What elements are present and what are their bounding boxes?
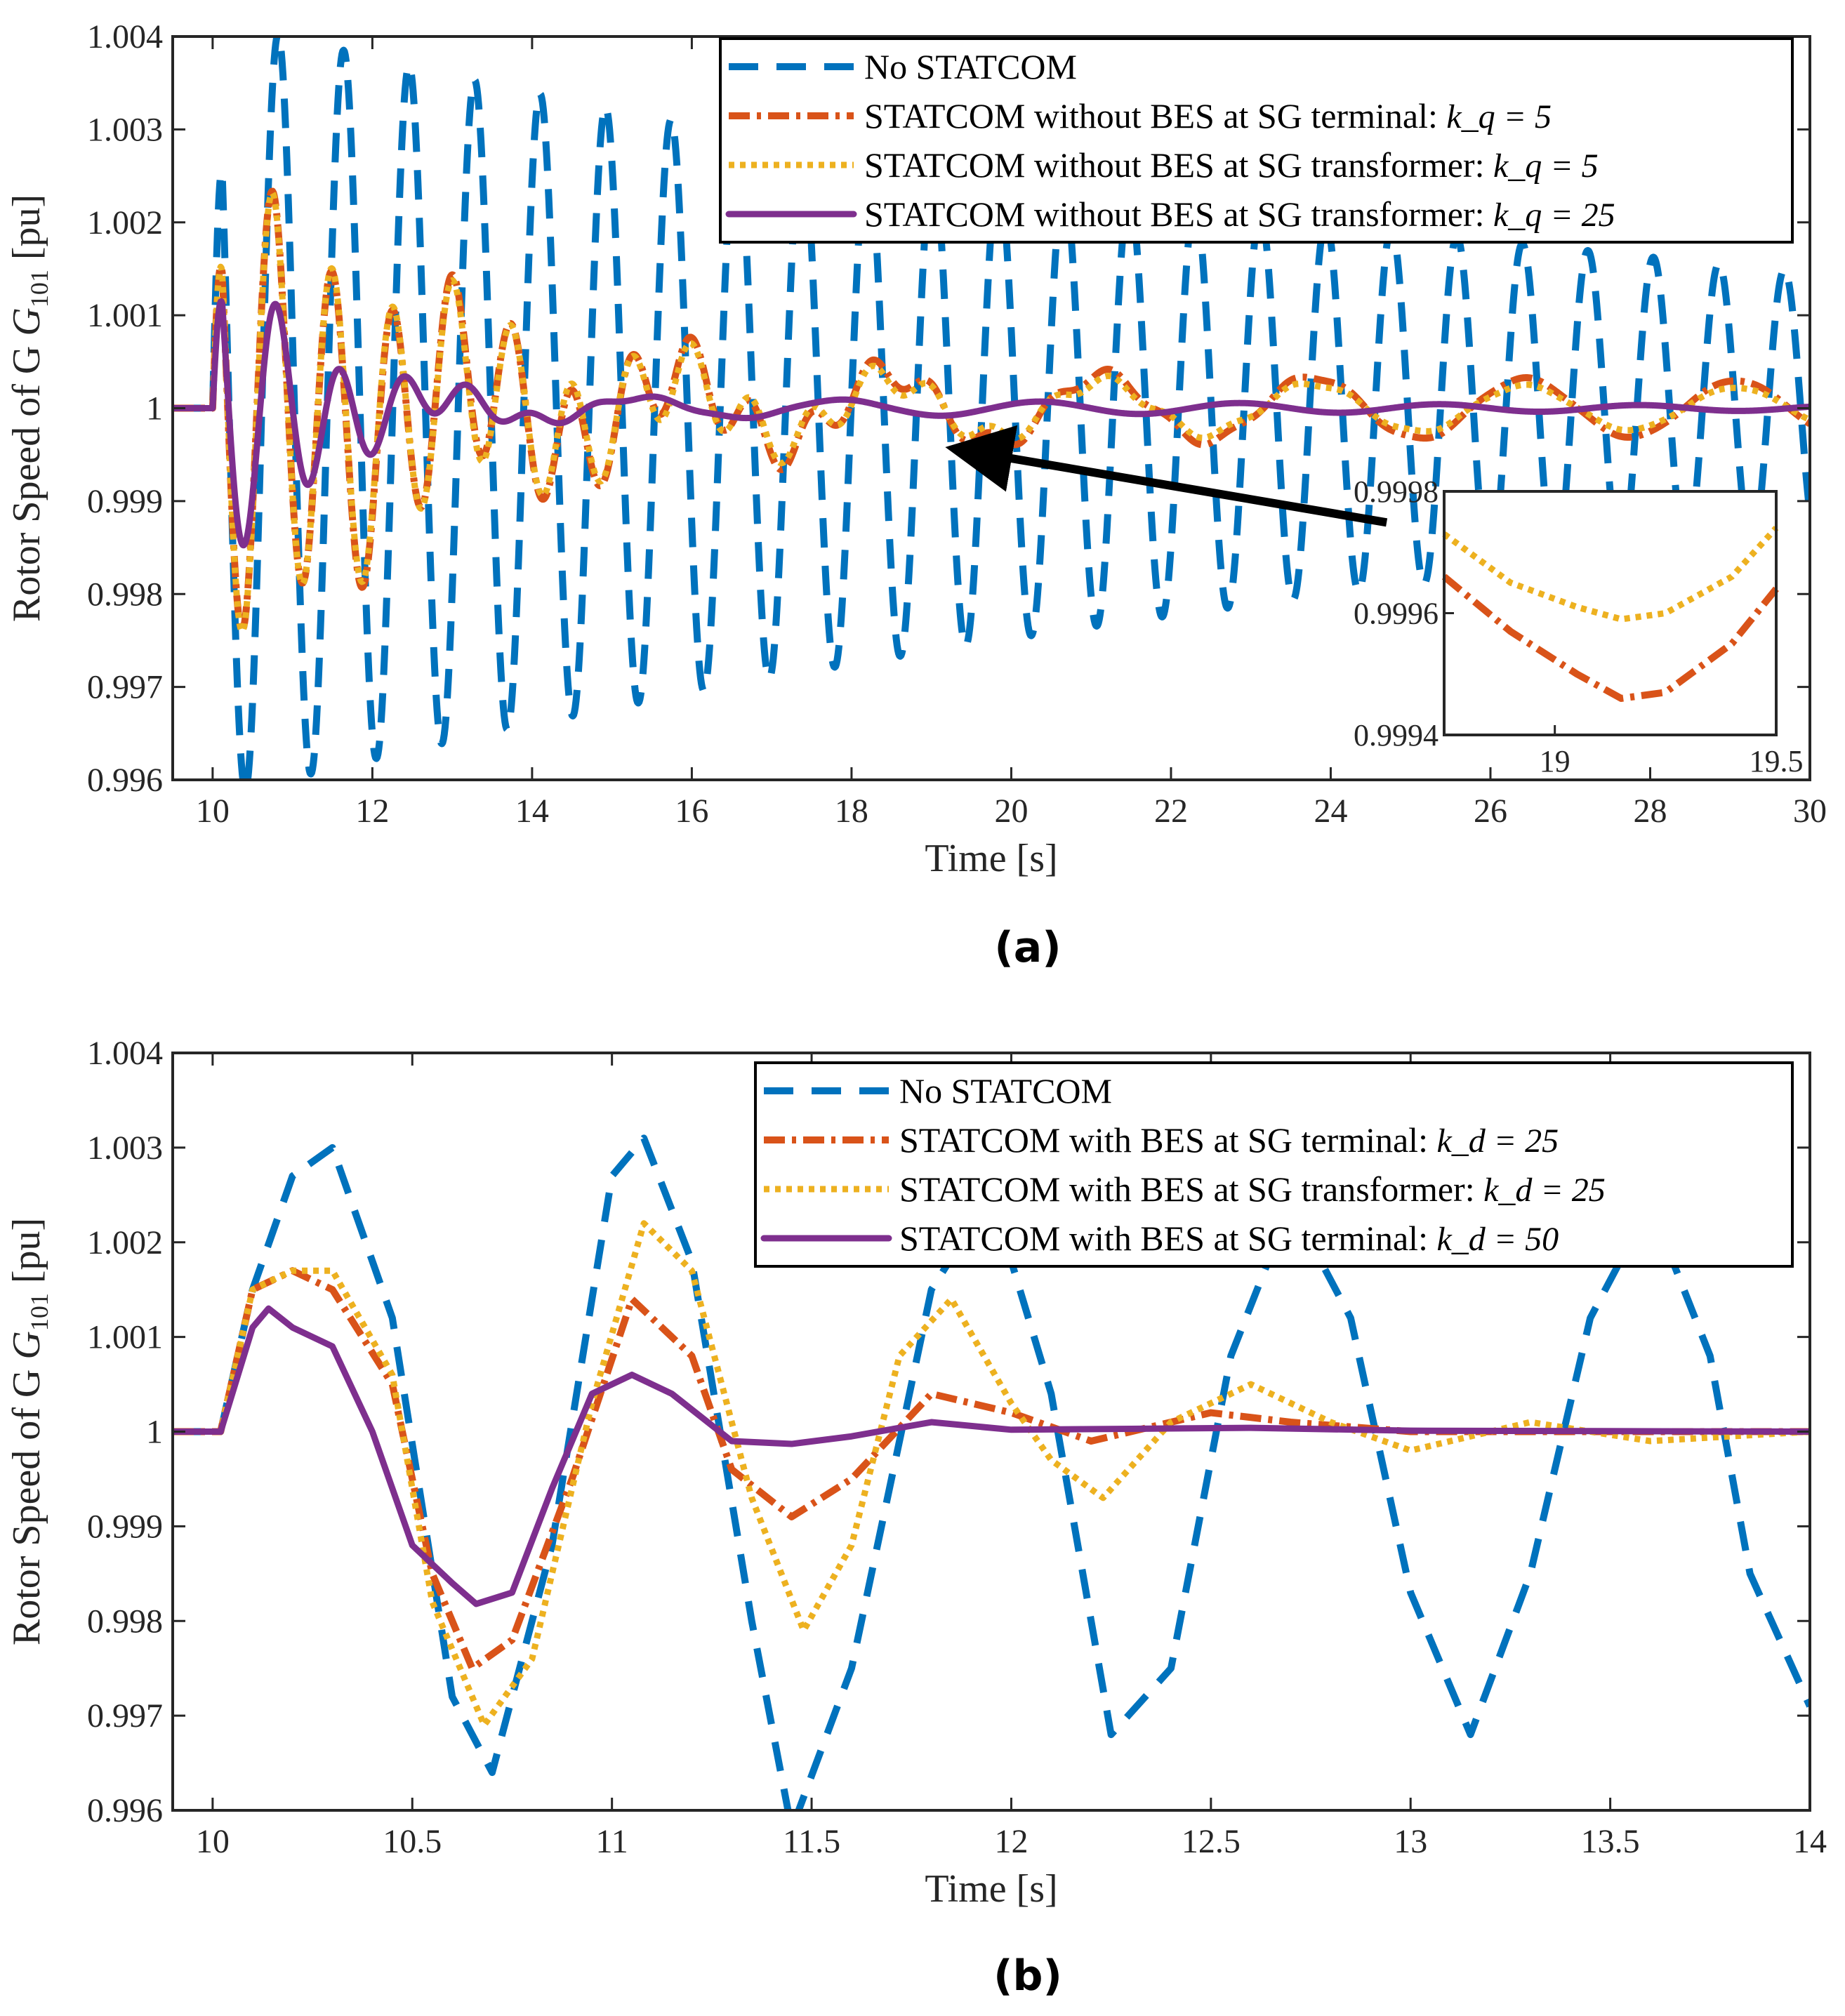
legend-entry-1: No STATCOM xyxy=(899,1071,1112,1110)
legend-math: k_d = 25 xyxy=(1483,1172,1606,1209)
y-tick-label: 0.997 xyxy=(87,669,163,706)
y-tick-label: 0.997 xyxy=(87,1697,163,1735)
y-tick-label: 1.001 xyxy=(87,297,163,334)
legend-entry-4: STATCOM without BES at SG transformer: k… xyxy=(864,194,1615,234)
chart-b: 10 10.5 11 11.5 12 12.5 13 13.5 14 0.996 0.997 0.99… xyxy=(5,1035,1827,2001)
y-tick-label: 0.996 xyxy=(87,1792,163,1829)
y-tick-label: 1.002 xyxy=(87,1224,163,1261)
legend-box xyxy=(719,37,1794,244)
legend-entry-2: STATCOM without BES at SG terminal: k_q … xyxy=(864,96,1552,135)
legend-label: STATCOM without BES at SG terminal: xyxy=(864,96,1446,135)
x-tick-label: 12.5 xyxy=(1182,1823,1241,1860)
x-tick-label: 13.5 xyxy=(1581,1823,1640,1860)
inset-y-tick-label: 0.9998 xyxy=(1354,475,1439,509)
series-line-2 xyxy=(173,1267,1810,1672)
y-label-symbol: G xyxy=(5,1331,48,1369)
inset-y-tick-label: 0.9994 xyxy=(1354,718,1439,752)
x-axis-label: Time [s] xyxy=(925,1867,1057,1911)
x-tick-label: 11 xyxy=(596,1823,628,1860)
inset-y-tick-label: 0.9996 xyxy=(1354,597,1439,631)
y-tick-label: 1 xyxy=(146,1414,163,1451)
y-tick-label: 1.004 xyxy=(87,18,163,55)
x-tick-label: 22 xyxy=(1154,793,1188,830)
x-tick-label: 26 xyxy=(1474,793,1507,830)
x-tick-label: 14 xyxy=(515,793,549,830)
legend-entry-4: STATCOM with BES at SG terminal: k_d = 5… xyxy=(899,1219,1559,1258)
x-tick-label: 13 xyxy=(1394,1823,1427,1860)
x-tick-label: 16 xyxy=(675,793,708,830)
y-axis-label: Rotor Speed of G G101 [pu] xyxy=(5,1218,53,1645)
x-tick-label: 10 xyxy=(196,1823,230,1860)
y-label-unit: [pu] xyxy=(5,1218,48,1293)
y-tick-label: 0.999 xyxy=(87,1508,163,1545)
x-tick-label: 10.5 xyxy=(383,1823,442,1860)
x-tick-label: 14 xyxy=(1793,1823,1827,1860)
x-tick-label: 28 xyxy=(1633,793,1667,830)
inset-x-tick-label: 19.5 xyxy=(1750,744,1804,778)
legend-entry-2: STATCOM with BES at SG terminal: k_d = 2… xyxy=(899,1120,1559,1160)
y-tick-label: 0.996 xyxy=(87,762,163,799)
legend-box xyxy=(754,1061,1794,1268)
inset-line-1 xyxy=(1441,573,1779,702)
series-group xyxy=(173,1134,1810,1810)
x-tick-label: 12 xyxy=(355,793,389,830)
panel-label: (a) xyxy=(994,923,1061,972)
x-tick-label: 12 xyxy=(994,1823,1028,1860)
panel-label: (b) xyxy=(993,1951,1062,2001)
inset-plot-area xyxy=(1444,491,1776,735)
inset-line-2 xyxy=(1442,526,1779,623)
y-label-subscript: 101 xyxy=(25,270,53,307)
y-tick-label: 1.002 xyxy=(87,204,163,241)
legend-label: STATCOM with BES at SG terminal: xyxy=(899,1120,1436,1160)
y-tick-label: 0.998 xyxy=(87,1603,163,1640)
y-label-main: Rotor Speed of G xyxy=(5,1370,48,1646)
series-line-4 xyxy=(173,1305,1810,1607)
y-label-subscript: 101 xyxy=(25,1293,53,1331)
legend-entry-3: STATCOM with BES at SG transformer: k_d … xyxy=(899,1169,1606,1209)
chart-a: 10 12 14 16 18 20 22 24 26 28 30 0.996 0.997 0.998 0.9… xyxy=(5,18,1827,972)
y-axis-label: Rotor Speed of G G101 [pu] xyxy=(5,194,53,622)
y-tick-label: 1.001 xyxy=(87,1319,163,1356)
legend-label: STATCOM with BES at SG transformer: xyxy=(899,1169,1483,1209)
y-tick-label: 0.998 xyxy=(87,576,163,613)
legend-label: No STATCOM xyxy=(899,1071,1112,1110)
y-tick-label: 1 xyxy=(146,390,163,427)
x-tick-label: 30 xyxy=(1793,793,1827,830)
legend-entry-3: STATCOM without BES at SG transformer: k… xyxy=(864,145,1599,185)
legend-math: k_q = 5 xyxy=(1446,98,1552,135)
legend-math: k_q = 5 xyxy=(1493,147,1599,185)
series-line-1 xyxy=(173,1134,1810,1810)
y-tick-label: 1.003 xyxy=(87,111,163,148)
y-label-unit: [pu] xyxy=(5,194,48,270)
x-axis-label: Time [s] xyxy=(925,837,1057,880)
annotation-arrow xyxy=(945,425,1388,527)
legend-math: k_d = 50 xyxy=(1436,1221,1559,1258)
x-tick-label: 10 xyxy=(196,793,230,830)
x-tick-label: 24 xyxy=(1314,793,1347,830)
inset: 19 19.5 0.9994 0.9996 0.9998 xyxy=(1354,475,1804,778)
y-label-symbol: G xyxy=(5,307,48,345)
legend-label: STATCOM without BES at SG transformer: xyxy=(864,194,1493,234)
x-tick-label: 11.5 xyxy=(783,1823,840,1860)
legend-math: k_d = 25 xyxy=(1436,1122,1559,1160)
x-tick-label: 18 xyxy=(835,793,868,830)
y-tick-label: 1.004 xyxy=(87,1035,163,1072)
y-label-main: Rotor Speed of G xyxy=(5,346,48,623)
legend-entry-1: No STATCOM xyxy=(864,47,1077,86)
legend-label: STATCOM without BES at SG transformer: xyxy=(864,145,1493,185)
inset-x-tick-label: 19 xyxy=(1540,744,1570,778)
y-tick-label: 1.003 xyxy=(87,1129,163,1167)
legend-math: k_q = 25 xyxy=(1493,197,1615,234)
series-line-3 xyxy=(173,1220,1810,1729)
series-line-1 xyxy=(173,37,1810,780)
y-tick-label: 0.999 xyxy=(87,483,163,520)
series-line-4 xyxy=(173,298,1810,549)
legend-label: No STATCOM xyxy=(864,47,1077,86)
legend-label: STATCOM with BES at SG terminal: xyxy=(899,1219,1436,1258)
x-tick-label: 20 xyxy=(994,793,1028,830)
